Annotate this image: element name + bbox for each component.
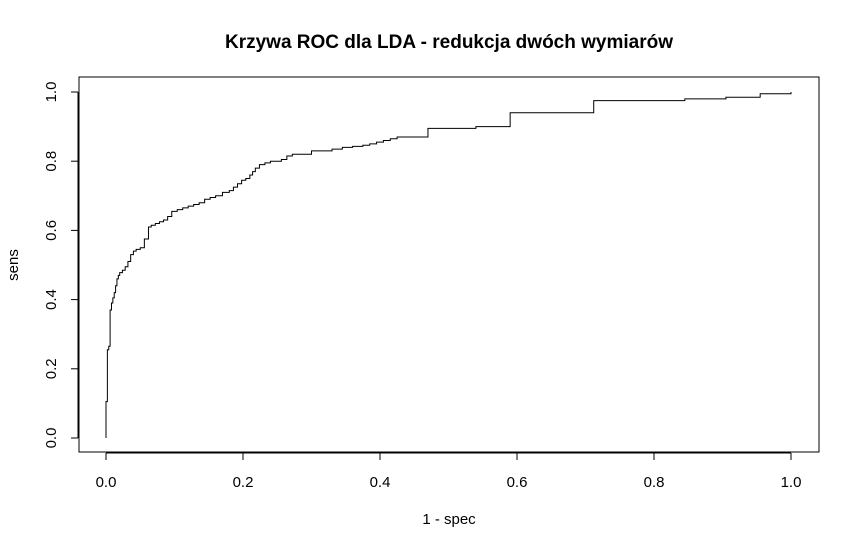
y-axis-label: sens xyxy=(5,249,22,281)
x-tick-label: 0.8 xyxy=(644,474,665,491)
x-tick-label: 0.0 xyxy=(96,474,117,491)
plot-frame xyxy=(78,76,820,453)
y-tick-label: 0.8 xyxy=(43,151,60,172)
y-axis: 0.0 0.2 0.4 0.6 0.8 1.0 xyxy=(43,82,79,449)
x-tick-label: 0.2 xyxy=(233,474,254,491)
y-tick-label: 1.0 xyxy=(43,82,60,103)
chart-title: Krzywa ROC dla LDA - redukcja dwóch wymi… xyxy=(225,32,673,53)
x-axis-label: 1 - spec xyxy=(422,511,476,528)
x-tick-label: 0.6 xyxy=(507,474,528,491)
x-axis: 0.0 0.2 0.4 0.6 0.8 1.0 xyxy=(96,452,802,491)
roc-curve-line xyxy=(105,92,792,438)
x-tick-label: 0.4 xyxy=(370,474,391,491)
y-tick-label: 0.0 xyxy=(43,428,60,449)
y-tick-label: 0.2 xyxy=(43,358,60,379)
x-tick-label: 1.0 xyxy=(781,474,802,491)
y-tick-label: 0.4 xyxy=(43,289,60,310)
y-tick-label: 0.6 xyxy=(43,220,60,241)
